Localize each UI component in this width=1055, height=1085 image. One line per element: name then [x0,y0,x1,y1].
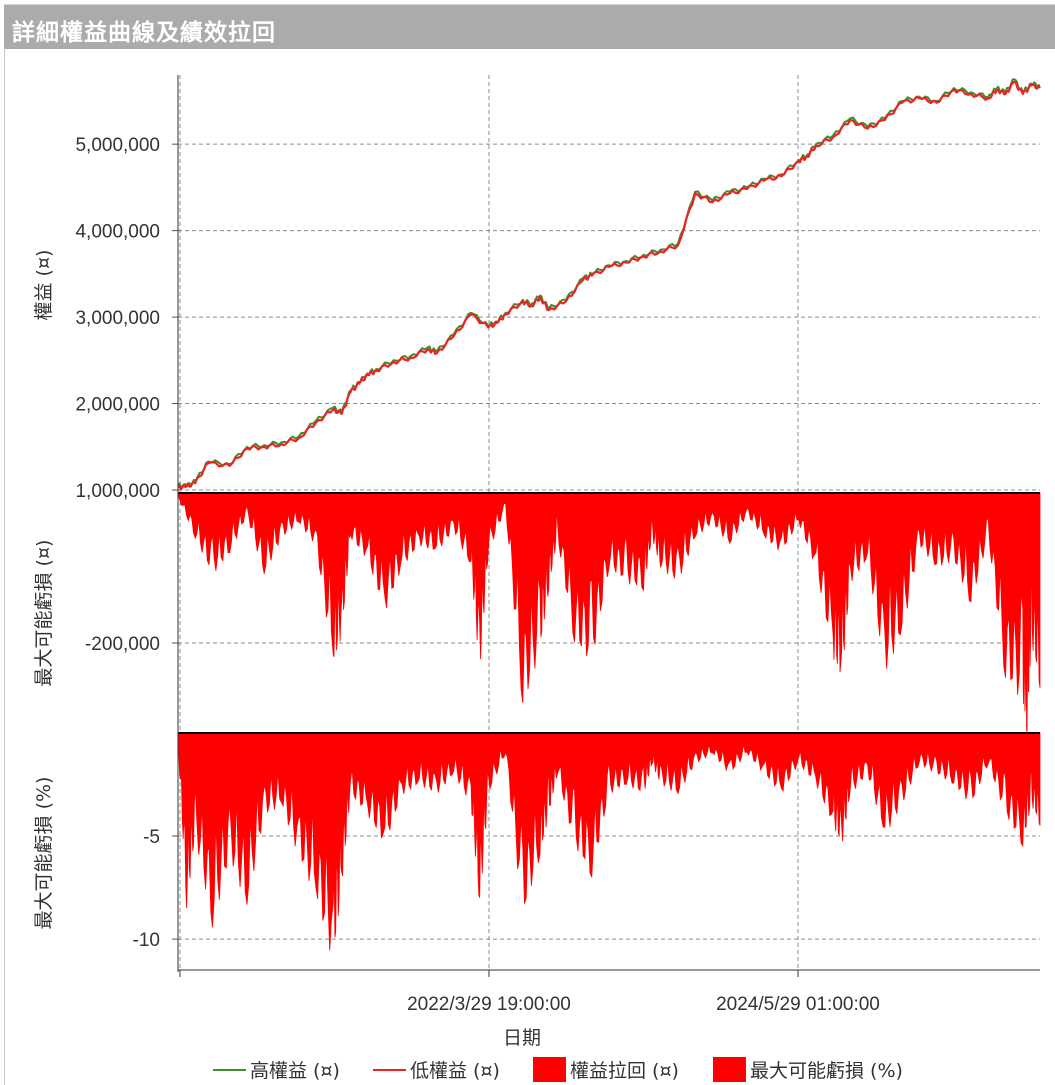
frame-border [4,48,5,1085]
drawdown-area [177,732,1041,951]
drawdown-panel [177,492,1041,733]
equity-panel [177,78,1041,491]
legend: 高權益 (¤) 低權益 (¤) 權益拉回 (¤) 最大可能虧損 (%) [213,1057,903,1082]
y-tick-label: -10 [133,930,160,951]
legend-label-high: 高權益 (¤) [250,1060,340,1082]
y-tick-label: 5,000,000 [75,135,160,156]
equity-axis-label: 權益 (¤) [33,250,55,321]
y-tick-label: 1,000,000 [75,481,160,502]
legend-swatch-drawdown-percent [713,1057,746,1082]
y-tick-label: -5 [143,827,160,848]
x-axis-label: 日期 [503,1027,541,1049]
y-tick-label: -200,000 [85,634,160,655]
equity-line-high [177,78,1041,489]
equity-line-low [177,80,1041,491]
legend-label-low: 低權益 (¤) [410,1060,500,1082]
drawdown-percent-panel [177,732,1041,951]
y-tick-label: 4,000,000 [75,222,160,243]
drawdown-area [177,492,1041,733]
title-bar: 詳細權益曲線及績效拉回 [4,4,1055,49]
drawdown-axis-label: 最大可能虧損 (¤) [33,540,55,687]
y-tick-label: 2,000,000 [75,395,160,416]
drawdown-percent-axis-label: 最大可能虧損 (%) [33,777,55,930]
legend-label-drawdown: 權益拉回 (¤) [570,1060,679,1082]
axes: 1,000,000 2,000,000 3,000,000 4,000,000 5,00… [75,75,1040,977]
window-title: 詳細權益曲線及績效拉回 [12,20,276,46]
x-tick-label: 2024/5/29 01:00:00 [716,994,880,1015]
legend-swatch-drawdown [533,1057,566,1082]
x-tick-label: 2022/3/29 19:00:00 [407,994,571,1015]
legend-label-drawdown-percent: 最大可能虧損 (%) [750,1060,903,1082]
y-tick-label: 3,000,000 [75,308,160,329]
